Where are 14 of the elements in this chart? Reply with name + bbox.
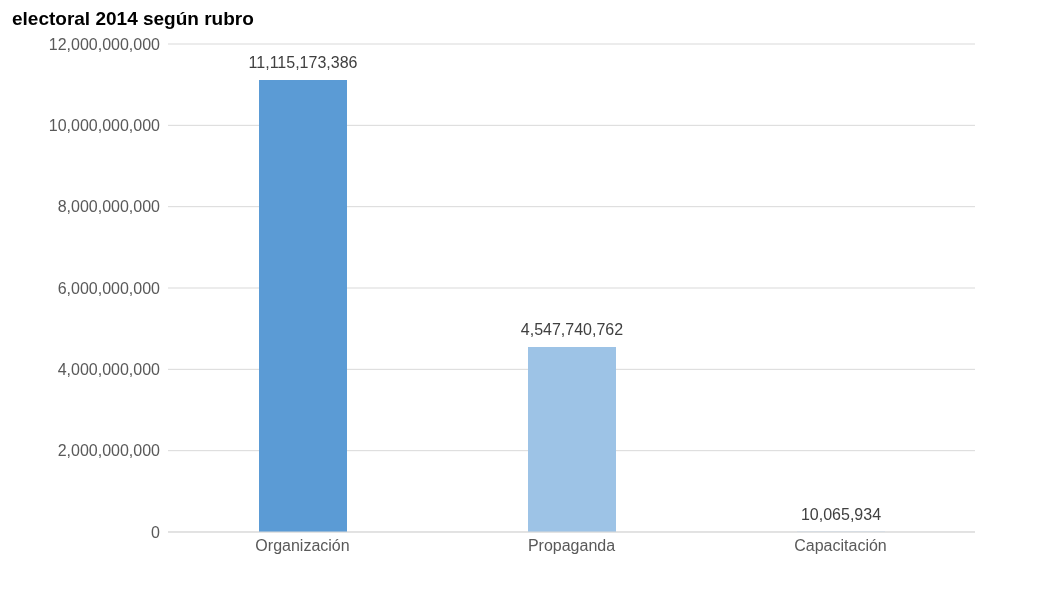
y-tick-label: 4,000,000,000 — [57, 361, 161, 379]
x-tick-label: Propaganda — [527, 537, 616, 555]
data-label: 10,065,934 — [800, 505, 882, 523]
x-tick-label: Capacitación — [794, 537, 887, 555]
x-tick-label: Organización — [255, 537, 350, 555]
y-tick-label: 8,000,000,000 — [57, 198, 161, 216]
y-tick-label: 2,000,000,000 — [57, 442, 161, 460]
data-label: 11,115,173,386 — [248, 53, 358, 71]
y-tick-label: 10,000,000,000 — [48, 117, 161, 135]
y-tick-label: 0 — [151, 523, 161, 541]
data-label: 4,547,740,762 — [520, 321, 624, 339]
y-tick-label: 12,000,000,000 — [48, 35, 161, 53]
chart-title: electoral 2014 según rubro — [11, 8, 255, 31]
y-tick-label: 6,000,000,000 — [57, 279, 161, 297]
